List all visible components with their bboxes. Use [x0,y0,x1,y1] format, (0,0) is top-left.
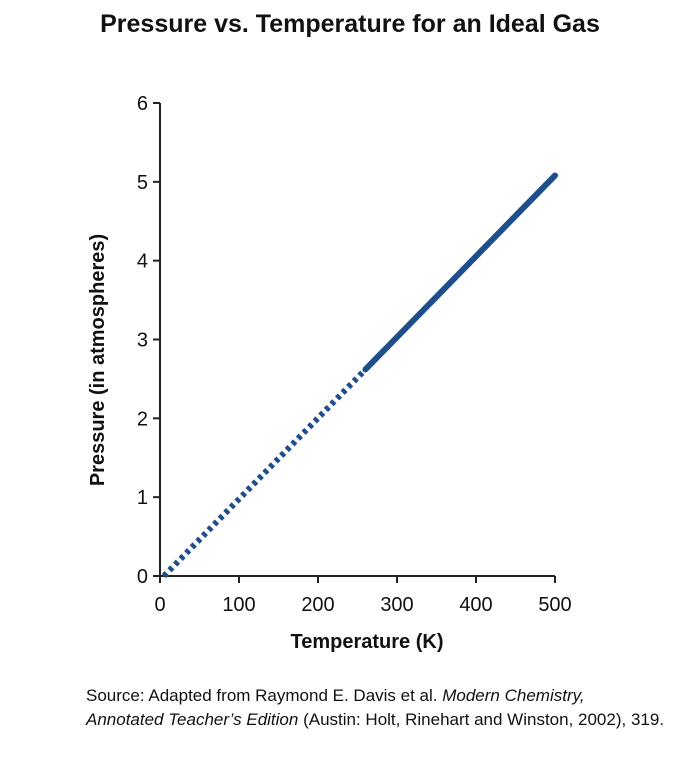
y-tick-label: 0 [137,566,148,588]
y-tick-label: 6 [137,93,148,115]
x-ticks: 0 100 200 300 400 500 [154,576,572,616]
y-tick-label: 2 [137,408,148,430]
x-tick-label: 300 [380,594,413,616]
chart-plot: 0 1 2 3 4 5 6 0 100 200 300 400 500 Temperature (K)… [87,93,572,653]
y-tick-label: 4 [137,251,148,273]
source-note: Source: Adapted from Raymond E. Davis et… [86,684,666,732]
y-axis: 0 1 2 3 4 5 6 [137,93,161,588]
y-axis-label: Pressure (in atmospheres) [87,234,109,486]
series-line-solid [362,172,558,373]
source-prefix: Source: Adapted from Raymond E. Davis et… [86,686,443,705]
x-tick-label: 0 [154,594,165,616]
x-tick-label: 500 [538,594,571,616]
series-line-dotted [161,367,368,579]
source-title: Modern Chemistry, Annotated Teacher’s Ed… [86,686,585,729]
x-axis: 0 100 200 300 400 500 [154,575,572,616]
chart-title: Pressure vs. Temperature for an Ideal Ga… [100,10,600,38]
series-layer [161,172,558,579]
source-suffix: (Austin: Holt, Rinehart and Winston, 200… [298,710,665,729]
x-axis-label: Temperature (K) [291,631,444,653]
x-tick-label: 400 [459,594,492,616]
y-tick-label: 1 [137,487,148,509]
y-ticks: 0 1 2 3 4 5 6 [137,93,160,588]
y-tick-label: 3 [137,330,148,352]
x-tick-label: 100 [222,594,255,616]
y-tick-label: 5 [137,172,148,194]
x-tick-label: 200 [301,594,334,616]
